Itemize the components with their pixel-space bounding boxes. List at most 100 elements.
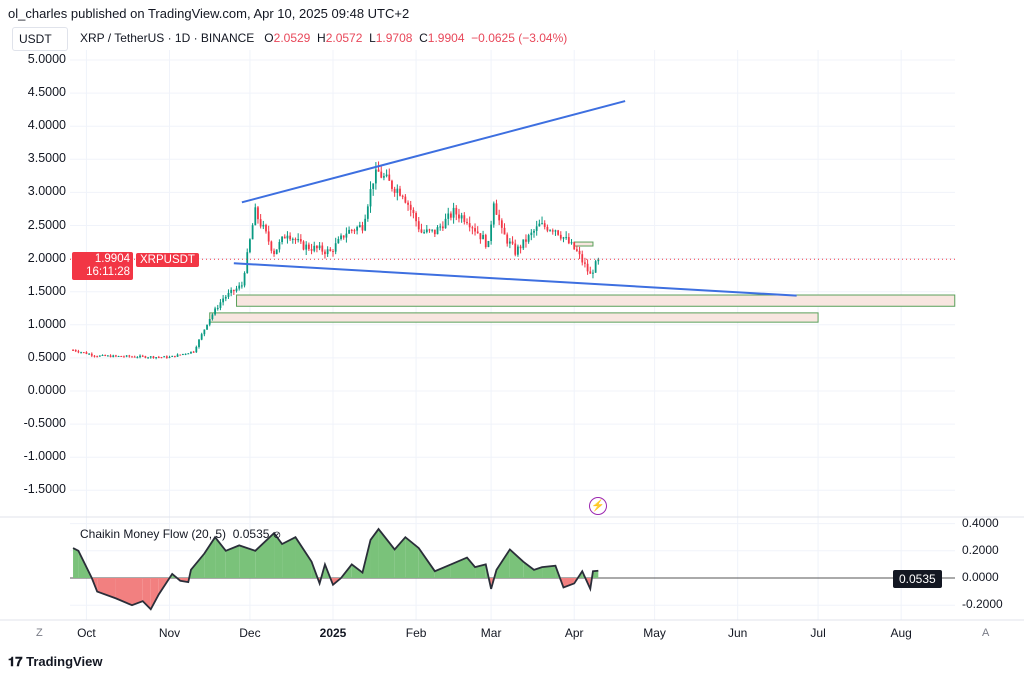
candle-body xyxy=(235,288,238,292)
candle-body xyxy=(334,243,337,252)
price-tick-label: 5.0000 xyxy=(27,52,66,66)
currency-selector[interactable]: USDT xyxy=(12,27,68,51)
candle-body xyxy=(409,204,412,210)
candle-body xyxy=(265,224,267,232)
candle-body xyxy=(500,220,503,228)
cmf-value-tag: 0.0535 xyxy=(893,570,942,588)
candle-body xyxy=(104,354,107,356)
change-value: −0.0625 (−3.04%) xyxy=(471,31,568,45)
candle-body xyxy=(182,353,184,355)
candle-body xyxy=(286,235,289,239)
candle-body xyxy=(251,225,254,240)
lightning-icon[interactable]: ⚡ xyxy=(589,497,607,515)
cmf-area xyxy=(97,578,116,599)
tradingview-logo: 𝟏𝟕 TradingView xyxy=(8,654,102,670)
candle-body xyxy=(90,353,93,356)
candle-body xyxy=(147,357,149,359)
zoom-button[interactable]: Z xyxy=(36,627,43,639)
candle-body xyxy=(557,230,560,235)
candle-body xyxy=(565,237,568,239)
candle-body xyxy=(318,245,321,249)
candle-body xyxy=(273,250,275,255)
candle-body xyxy=(546,226,549,231)
candle-body xyxy=(275,249,278,255)
candle-body xyxy=(232,289,235,292)
cmf-tick-label: 0.4000 xyxy=(962,515,999,530)
cmf-area xyxy=(405,537,419,578)
candle-body xyxy=(391,180,393,189)
candle-body xyxy=(353,230,356,232)
candle-body xyxy=(115,355,117,357)
high-label: H xyxy=(317,31,326,45)
candle-body xyxy=(149,356,152,358)
brand-name: TradingView xyxy=(26,654,103,669)
candle-body xyxy=(447,213,450,219)
candle-body xyxy=(106,355,109,357)
candle-body xyxy=(506,234,509,244)
candle-body xyxy=(77,351,80,353)
cmf-name[interactable]: Chaikin Money Flow (20, 5) xyxy=(80,527,227,541)
last-price: 1.9904 xyxy=(94,253,130,265)
open-label: O xyxy=(264,31,274,45)
settings-icon[interactable]: ⊘ xyxy=(272,530,282,541)
candle-body xyxy=(324,251,326,255)
candle-body xyxy=(525,239,527,242)
candle-body xyxy=(533,230,535,233)
candle-body xyxy=(538,223,541,227)
candle-body xyxy=(458,214,460,219)
candle-body xyxy=(294,238,297,241)
candle-body xyxy=(573,242,576,250)
symbol-legend: XRP / TetherUS · 1D · BINANCE O2.0529 H2… xyxy=(80,31,567,45)
candle-body xyxy=(297,239,300,241)
candle-body xyxy=(412,209,415,214)
price-tick-label: 3.0000 xyxy=(27,184,66,199)
candle-body xyxy=(289,235,292,240)
candle-body xyxy=(460,215,463,219)
candle-body xyxy=(227,292,230,297)
candle-body xyxy=(364,218,367,231)
time-tick-label: Oct xyxy=(77,626,96,640)
cmf-area xyxy=(523,561,534,578)
cmf-area xyxy=(239,545,256,578)
candle-body xyxy=(123,356,125,358)
cmf-area xyxy=(509,549,524,578)
time-tick-label: Jun xyxy=(727,626,748,640)
candle-body xyxy=(291,238,294,240)
candle-body xyxy=(96,356,99,358)
candle-body xyxy=(337,239,340,244)
cmf-area xyxy=(115,578,132,606)
candle-body xyxy=(101,354,104,356)
candle-body xyxy=(270,241,273,251)
candle-body xyxy=(173,355,176,357)
price-tick-label: -1.0000 xyxy=(23,449,66,464)
auto-scale-button[interactable]: A xyxy=(982,627,990,639)
time-tick-label: Mar xyxy=(480,626,502,640)
support-zone xyxy=(236,294,956,307)
cmf-area xyxy=(225,545,240,578)
candle-body xyxy=(474,228,476,232)
candle-body xyxy=(305,244,308,250)
candle-body xyxy=(415,213,417,222)
cmf-area xyxy=(150,578,159,610)
candle-body xyxy=(254,207,257,226)
symbol-title[interactable]: XRP / TetherUS · 1D · BINANCE xyxy=(80,31,255,45)
cmf-area xyxy=(370,529,379,578)
candle-body xyxy=(259,219,262,227)
candle-body xyxy=(342,235,345,238)
candle-body xyxy=(195,346,198,353)
candle-body xyxy=(466,221,468,224)
candle-body xyxy=(128,355,131,357)
cmf-area xyxy=(282,537,296,578)
candle-body xyxy=(179,354,182,356)
symbol-tag: XRPUSDT xyxy=(136,253,199,267)
candle-body xyxy=(120,355,123,357)
candle-body xyxy=(559,234,562,239)
candle-body xyxy=(88,353,91,355)
candle-body xyxy=(109,355,112,358)
candle-body xyxy=(522,239,525,249)
candle-body xyxy=(554,230,557,232)
candle-body xyxy=(399,188,401,196)
candle-body xyxy=(498,214,501,221)
candle-body xyxy=(380,171,383,178)
